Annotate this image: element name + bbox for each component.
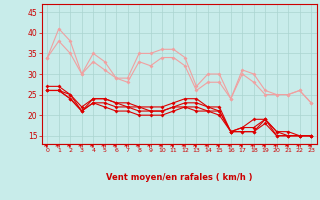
X-axis label: Vent moyen/en rafales ( km/h ): Vent moyen/en rafales ( km/h ) <box>106 173 252 182</box>
